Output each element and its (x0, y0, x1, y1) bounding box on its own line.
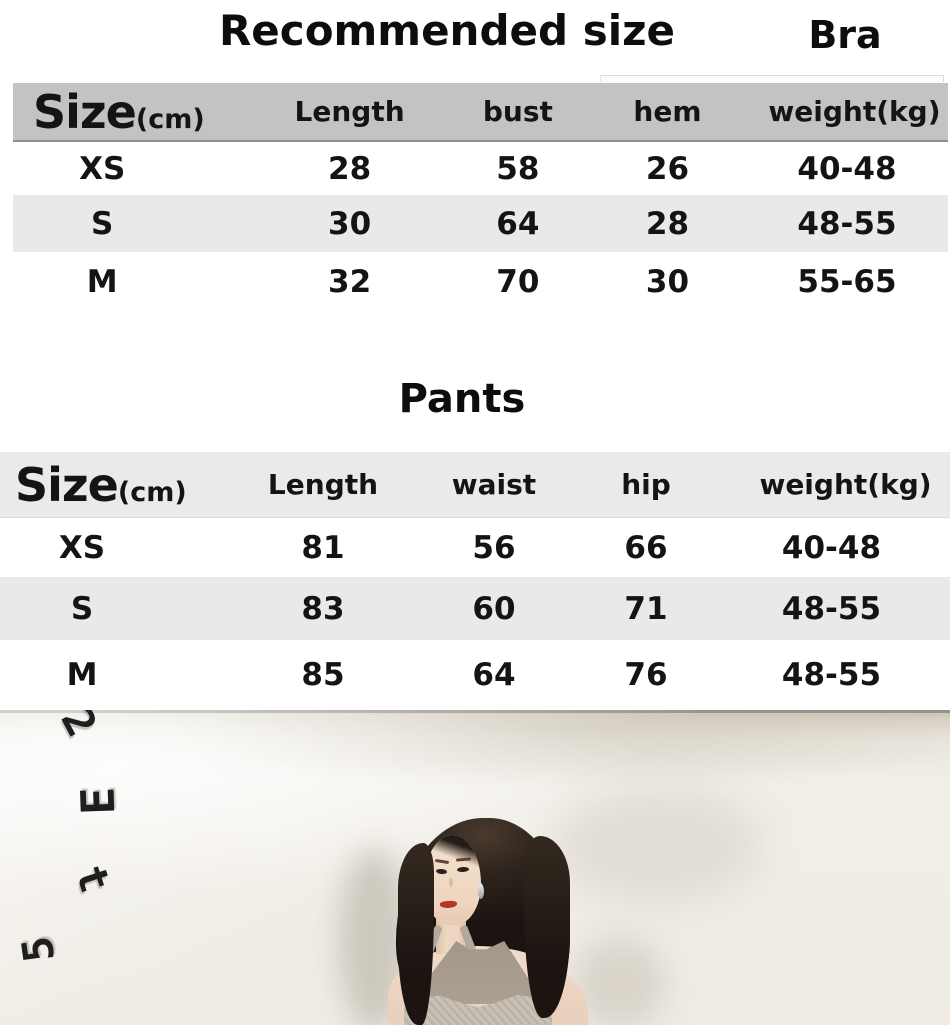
model-hair-strand (398, 843, 434, 1025)
pants-header-waist: waist (451, 468, 537, 501)
table-cell: 58 (496, 150, 540, 187)
table-cell: 66 (624, 529, 668, 566)
table-cell: S (70, 590, 94, 627)
table-row: S 83 60 71 48-55 (0, 577, 950, 640)
table-cell: 32 (328, 264, 372, 300)
table-cell: 56 (472, 529, 516, 566)
table-cell: 60 (472, 590, 516, 627)
table-cell: 28 (645, 205, 690, 242)
table-cell: M (86, 264, 118, 300)
table-cell: 71 (624, 590, 668, 627)
table-cell: 26 (645, 150, 690, 187)
bra-header-weight: weight(kg) (768, 95, 941, 128)
table-cell: XS (79, 150, 126, 187)
table-cell: 40-48 (781, 529, 882, 566)
table-row: S 30 64 28 48-55 (13, 195, 948, 252)
table-cell: 28 (328, 150, 372, 187)
size-unit-label: (cm) (135, 103, 205, 135)
pants-header-size: Size (cm) (0, 458, 209, 512)
table-row: XS 28 58 26 40-48 (13, 142, 948, 195)
pants-header-length: Length (267, 468, 379, 501)
bra-header-length: Length (294, 95, 405, 128)
table-cell: S (91, 205, 114, 242)
model-photo: 2 E t 5 (0, 710, 950, 1025)
pants-header-hip: hip (621, 468, 671, 501)
table-cell: 70 (496, 264, 540, 300)
table-cell: 85 (301, 657, 345, 693)
table-cell: 48-55 (781, 657, 882, 693)
size-label: Size (15, 457, 119, 512)
pants-section-title: Pants (398, 376, 526, 422)
size-unit-label: (cm) (117, 476, 187, 508)
earring (478, 884, 484, 899)
table-row: XS 81 56 66 40-48 (0, 518, 950, 577)
bra-header-hem: hem (633, 95, 702, 128)
table-cell: 48-55 (797, 205, 897, 242)
wall-clock-numeral: E (70, 786, 126, 816)
table-cell: 76 (624, 657, 668, 693)
table-cell: XS (58, 529, 106, 566)
table-cell: 48-55 (781, 590, 882, 627)
model-hair-strand (524, 836, 570, 1018)
model-nose (449, 878, 453, 887)
table-cell: M (66, 657, 98, 693)
table-cell: 81 (301, 529, 345, 566)
table-cell: 83 (301, 590, 345, 627)
table-cell: 55-65 (797, 264, 897, 300)
bra-size-table: Size (cm) Length bust hem weight(kg) XS 2… (13, 83, 948, 312)
header-divider (600, 75, 944, 82)
bra-table-header-row: Size (cm) Length bust hem weight(kg) (13, 83, 948, 142)
pants-header-weight: weight(kg) (759, 468, 932, 501)
size-label: Size (33, 84, 137, 139)
table-cell: 40-48 (797, 150, 897, 187)
wall-shadow (556, 788, 761, 903)
page-header: Recommended size Bra (0, 0, 950, 83)
table-cell: 30 (328, 205, 372, 242)
page-title: Recommended size (218, 6, 676, 55)
table-row: M 32 70 30 55-65 (13, 252, 948, 312)
bra-section-title: Bra (808, 13, 882, 57)
table-row: M 85 64 76 48-55 (0, 640, 950, 710)
table-cell: 64 (496, 205, 540, 242)
bra-header-size: Size (cm) (13, 85, 237, 139)
table-cell: 64 (472, 657, 516, 693)
pants-size-table: Size (cm) Length waist hip weight(kg) XS … (0, 452, 950, 710)
pants-table-header-row: Size (cm) Length waist hip weight(kg) (0, 452, 950, 518)
table-cell: 30 (645, 264, 690, 300)
bra-header-bust: bust (482, 95, 553, 128)
